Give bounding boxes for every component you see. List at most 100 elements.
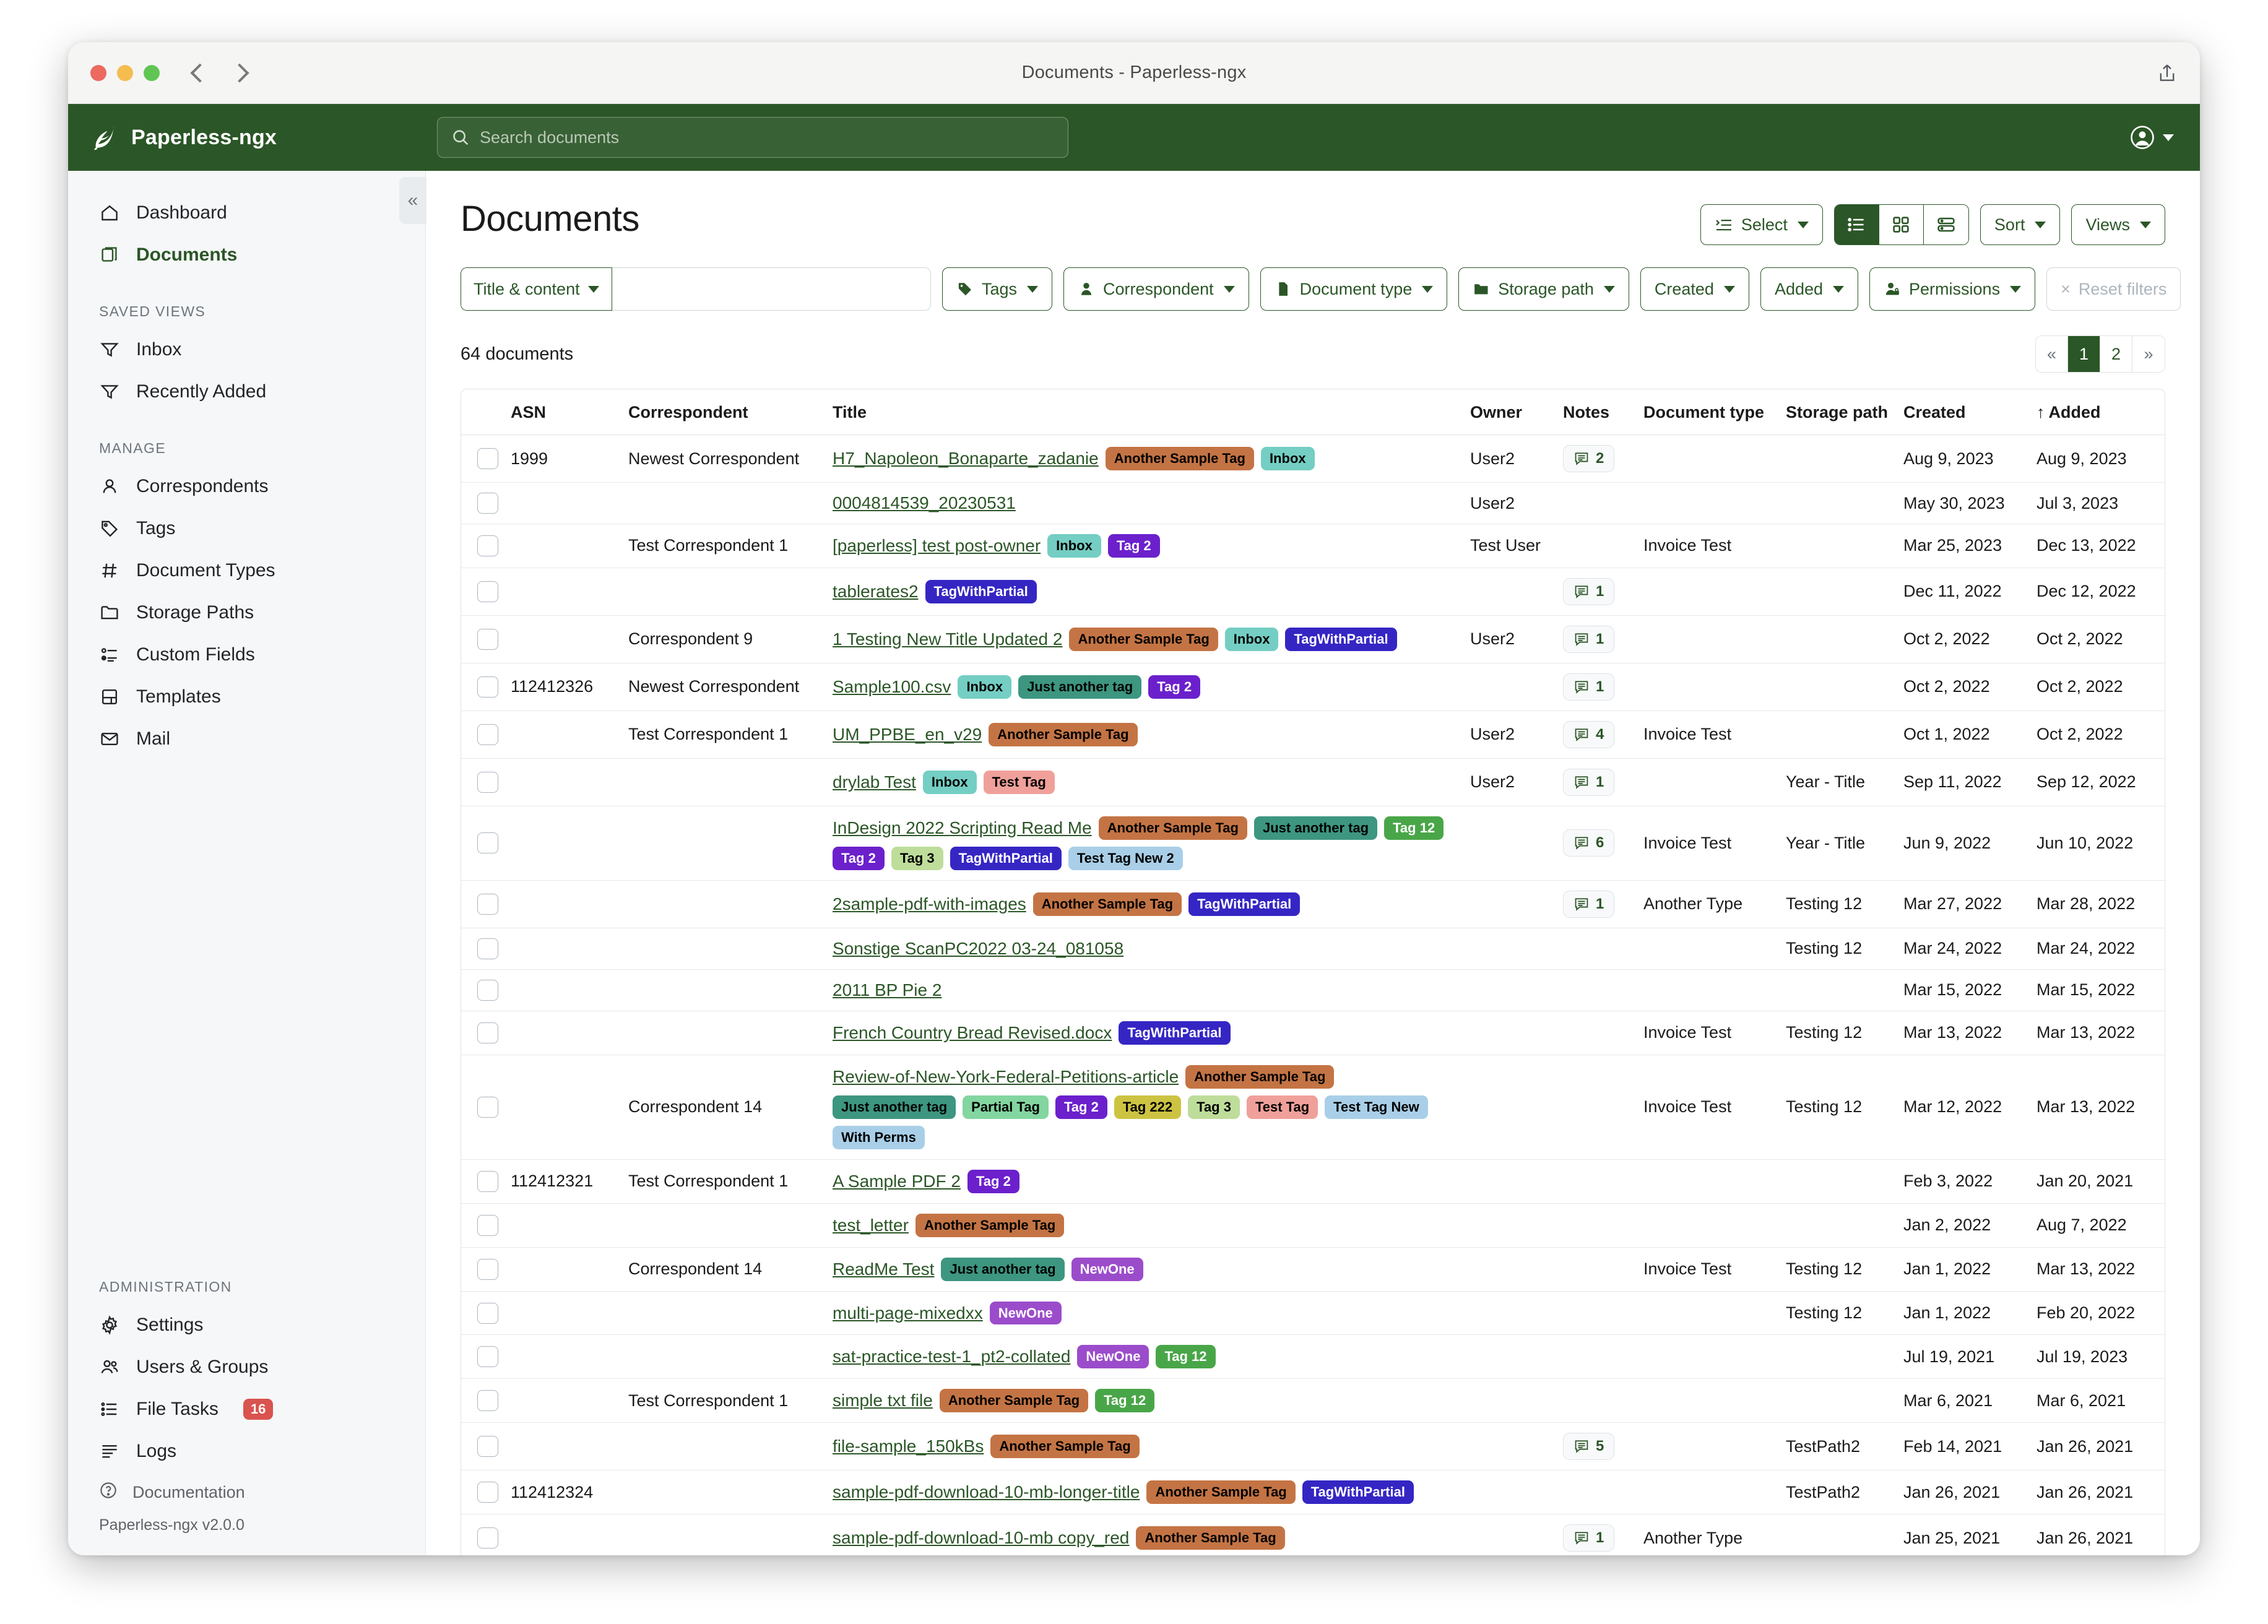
cell-correspondent[interactable]: Test Correspondent 1 <box>623 524 828 568</box>
cell-storage-path[interactable]: Testing 12 <box>1781 1011 1898 1055</box>
row-checkbox[interactable] <box>477 448 498 469</box>
sidebar-item-recently-added[interactable]: Recently Added <box>68 371 425 413</box>
cell-storage-path[interactable]: Year - Title <box>1781 806 1898 881</box>
row-checkbox[interactable] <box>477 1258 498 1280</box>
cell-document-type[interactable] <box>1638 1203 1781 1248</box>
row-checkbox[interactable] <box>477 535 498 556</box>
tag-chip[interactable]: Another Sample Tag <box>1032 892 1182 916</box>
tag-chip[interactable]: Tag 12 <box>1384 816 1444 840</box>
table-row[interactable]: tablerates2 TagWithPartial 1 Dec 11, 2022 De… <box>461 568 2165 616</box>
cell-correspondent[interactable]: Newest Correspondent <box>623 434 828 483</box>
cell-document-type[interactable] <box>1638 928 1781 970</box>
sidebar-item-tags[interactable]: Tags <box>68 508 425 550</box>
row-checkbox[interactable] <box>477 1436 498 1458</box>
row-checkbox-cell[interactable] <box>461 928 506 970</box>
cell-document-type[interactable] <box>1638 1378 1781 1423</box>
row-checkbox[interactable] <box>477 723 498 745</box>
sidebar-item-file-tasks[interactable]: File Tasks 16 <box>68 1388 425 1430</box>
document-title-link[interactable]: H7_Napoleon_Bonaparte_zadanie <box>833 448 1099 468</box>
cell-document-type[interactable] <box>1638 1159 1781 1204</box>
table-row[interactable]: sample-pdf-download-10-mb copy_red Anothe… <box>461 1514 2165 1555</box>
row-checkbox[interactable] <box>477 832 498 854</box>
back-icon[interactable] <box>190 63 210 83</box>
document-title-link[interactable]: test_letter <box>833 1215 909 1235</box>
sidebar-item-correspondents[interactable]: Correspondents <box>68 465 425 508</box>
cell-correspondent[interactable] <box>623 1203 828 1248</box>
forward-icon[interactable] <box>230 63 249 83</box>
row-checkbox[interactable] <box>477 893 498 915</box>
row-checkbox[interactable] <box>477 1482 498 1503</box>
notes-badge[interactable]: 6 <box>1563 829 1615 857</box>
notes-badge[interactable]: 1 <box>1563 890 1615 918</box>
tag-chip[interactable]: Just another tag <box>941 1257 1065 1281</box>
notes-badge[interactable]: 5 <box>1563 1433 1615 1461</box>
title-content-input[interactable] <box>612 268 930 310</box>
cell-correspondent[interactable] <box>623 1011 828 1055</box>
filter-document-type-button[interactable]: Document type <box>1260 267 1448 311</box>
cell-correspondent[interactable] <box>623 482 828 524</box>
cell-document-type[interactable] <box>1638 1291 1781 1336</box>
cell-document-type[interactable]: Another Type <box>1638 880 1781 928</box>
sidebar-item-inbox[interactable]: Inbox <box>68 329 425 371</box>
document-title-link[interactable]: 2sample-pdf-with-images <box>833 894 1026 914</box>
row-checkbox[interactable] <box>477 1390 498 1412</box>
tag-chip[interactable]: Tag 12 <box>1156 1345 1216 1369</box>
table-row[interactable]: test_letter Another Sample Tag Jan 2, 2022… <box>461 1203 2165 1248</box>
document-title-link[interactable]: drylab Test <box>833 772 916 792</box>
sidebar-item-users-groups[interactable]: Users & Groups <box>68 1346 425 1388</box>
browser-navigation[interactable] <box>190 63 249 83</box>
cell-storage-path[interactable] <box>1781 434 1898 483</box>
cell-correspondent[interactable] <box>623 806 828 881</box>
tag-chip[interactable]: Another Sample Tag <box>1105 447 1254 470</box>
cell-storage-path[interactable] <box>1781 482 1898 524</box>
notes-badge[interactable]: 1 <box>1563 1524 1615 1552</box>
tag-chip[interactable]: Tag 2 <box>1107 534 1160 558</box>
sidebar-collapse-button[interactable]: « <box>399 177 426 224</box>
cell-correspondent[interactable]: Test Correspondent 1 <box>623 1378 828 1423</box>
window-controls[interactable] <box>90 64 160 81</box>
document-title-link[interactable]: file-sample_150kBs <box>833 1436 984 1456</box>
tag-chip[interactable]: Inbox <box>1260 447 1315 470</box>
row-checkbox-cell[interactable] <box>461 969 506 1011</box>
row-checkbox-cell[interactable] <box>461 663 506 711</box>
column-header-owner[interactable]: Owner <box>1465 389 1558 435</box>
row-checkbox-cell[interactable] <box>461 1055 506 1160</box>
document-title-link[interactable]: French Country Bread Revised.docx <box>833 1022 1112 1042</box>
cell-storage-path[interactable] <box>1781 710 1898 759</box>
row-checkbox-cell[interactable] <box>461 1203 506 1248</box>
column-header-notes[interactable]: Notes <box>1558 389 1638 435</box>
cell-correspondent[interactable] <box>623 758 828 806</box>
sidebar-item-documents[interactable]: Documents <box>68 234 425 276</box>
table-row[interactable]: Test Correspondent 1 simple txt file Anoth… <box>461 1378 2165 1423</box>
tag-chip[interactable]: Another Sample Tag <box>939 1389 1089 1413</box>
row-checkbox[interactable] <box>477 628 498 650</box>
document-title-link[interactable]: UM_PPBE_en_v29 <box>833 724 982 744</box>
row-checkbox-cell[interactable] <box>461 1291 506 1336</box>
tag-chip[interactable]: Another Sample Tag <box>1069 627 1218 651</box>
cell-document-type[interactable] <box>1638 568 1781 616</box>
cell-document-type[interactable] <box>1638 1334 1781 1380</box>
cell-storage-path[interactable]: Year - Title <box>1781 758 1898 806</box>
row-checkbox-cell[interactable] <box>461 568 506 616</box>
cell-storage-path[interactable]: Testing 12 <box>1781 1291 1898 1336</box>
column-header-document-type[interactable]: Document type <box>1638 389 1781 435</box>
tag-chip[interactable]: Test Tag <box>1246 1095 1318 1119</box>
row-checkbox-cell[interactable] <box>461 880 506 928</box>
cell-correspondent[interactable]: Correspondent 14 <box>623 1055 828 1160</box>
tag-chip[interactable]: Test Tag New 2 <box>1068 846 1183 870</box>
search-input[interactable] <box>480 127 1054 147</box>
row-checkbox[interactable] <box>477 676 498 698</box>
notes-badge[interactable]: 2 <box>1563 445 1615 472</box>
table-row[interactable]: 112412324 sample-pdf-download-10-mb-longe… <box>461 1470 2165 1515</box>
pagination[interactable]: « 1 2 » <box>2035 335 2165 373</box>
sidebar-item-dashboard[interactable]: Dashboard <box>68 192 425 234</box>
table-row[interactable]: Test Correspondent 1 UM_PPBE_en_v29 Anothe… <box>461 710 2165 759</box>
cell-correspondent[interactable] <box>623 880 828 928</box>
document-title-link[interactable]: sat-practice-test-1_pt2-collated <box>833 1347 1071 1367</box>
sidebar-item-storage-paths[interactable]: Storage Paths <box>68 592 425 634</box>
row-checkbox-cell[interactable] <box>461 1159 506 1204</box>
table-row[interactable]: drylab Test Inbox Test Tag User2 1 Year - Tit… <box>461 758 2165 806</box>
row-checkbox-cell[interactable] <box>461 1011 506 1055</box>
tag-chip[interactable]: Tag 3 <box>1188 1095 1240 1119</box>
tag-chip[interactable]: Another Sample Tag <box>989 722 1138 746</box>
